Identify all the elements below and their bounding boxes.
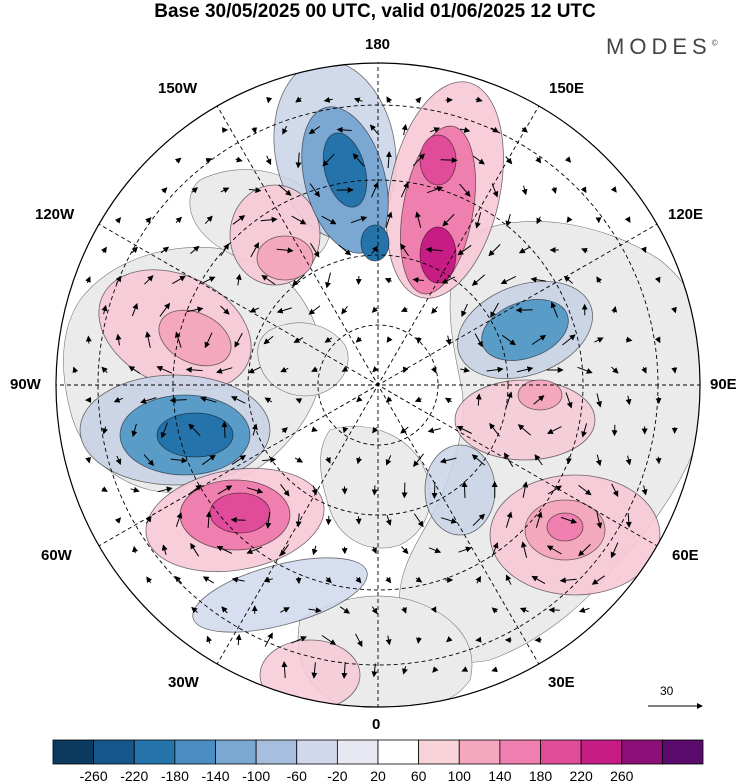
- anomaly-core-pos-ne2: [420, 227, 456, 283]
- lon-label-90e: 90E: [710, 376, 737, 393]
- colorbar-swatch: [94, 740, 135, 764]
- wind-vector-arrow: [434, 482, 435, 498]
- colorbar-swatch: [175, 740, 216, 764]
- colorbar-swatch: [216, 740, 257, 764]
- lon-label-180: 180: [365, 36, 390, 53]
- colorbar-swatch: [297, 740, 338, 764]
- anomaly-core-pos-ssw: [210, 493, 270, 533]
- wind-vector-arrow: [517, 310, 533, 311]
- lon-label-30w: 30W: [168, 674, 199, 691]
- lon-label-60w: 60W: [41, 547, 72, 564]
- map-disk: [50, 51, 711, 720]
- lon-label-60e: 60E: [672, 547, 699, 564]
- anomaly-core-neg-sw: [157, 413, 233, 457]
- colorbar-swatch: [622, 740, 663, 764]
- wind-vector-arrow: [298, 577, 299, 583]
- wind-vector-arrow: [464, 482, 465, 498]
- lon-label-90w: 90W: [10, 376, 41, 393]
- anomaly-core-pos-se: [547, 513, 583, 541]
- reference-vector-label: 30: [660, 684, 673, 698]
- anomaly-mid-pos-e: [518, 380, 562, 410]
- lon-label-30e: 30E: [548, 674, 575, 691]
- colorbar-swatch: [581, 740, 622, 764]
- colorbar-swatch: [53, 740, 94, 764]
- wind-vector-arrow: [658, 397, 659, 403]
- wind-vector-arrow: [441, 160, 457, 161]
- colorbar-swatch: [459, 740, 500, 764]
- colorbar-swatch: [419, 740, 460, 764]
- anomaly-weak-neg-s: [425, 445, 495, 535]
- lon-label-0: 0: [372, 716, 380, 733]
- colorbar-swatch: [662, 740, 703, 764]
- colorbar-swatch: [134, 740, 175, 764]
- wind-vector-arrow: [344, 547, 345, 553]
- lon-label-120w: 120W: [35, 206, 74, 223]
- wind-vector-arrow: [88, 337, 89, 344]
- wind-vector-arrow: [358, 516, 359, 523]
- lon-label-120e: 120E: [668, 206, 703, 223]
- colorbar-swatch: [378, 740, 419, 764]
- wind-vector-arrow: [404, 483, 405, 498]
- lon-label-150e: 150E: [549, 80, 584, 97]
- colorbar-swatch: [500, 740, 541, 764]
- colorbar-swatch: [337, 740, 378, 764]
- colorbar-tick-label: 260: [597, 768, 647, 784]
- lon-label-150w: 150W: [158, 80, 197, 97]
- colorbar-swatch: [541, 740, 582, 764]
- colorbar-swatch: [256, 740, 297, 764]
- wind-vector-arrow: [476, 640, 481, 641]
- wind-vector-arrow: [232, 520, 246, 521]
- wind-vector-arrow: [328, 516, 329, 524]
- wind-vector-arrow: [374, 485, 375, 494]
- wind-vector-arrow: [658, 457, 659, 464]
